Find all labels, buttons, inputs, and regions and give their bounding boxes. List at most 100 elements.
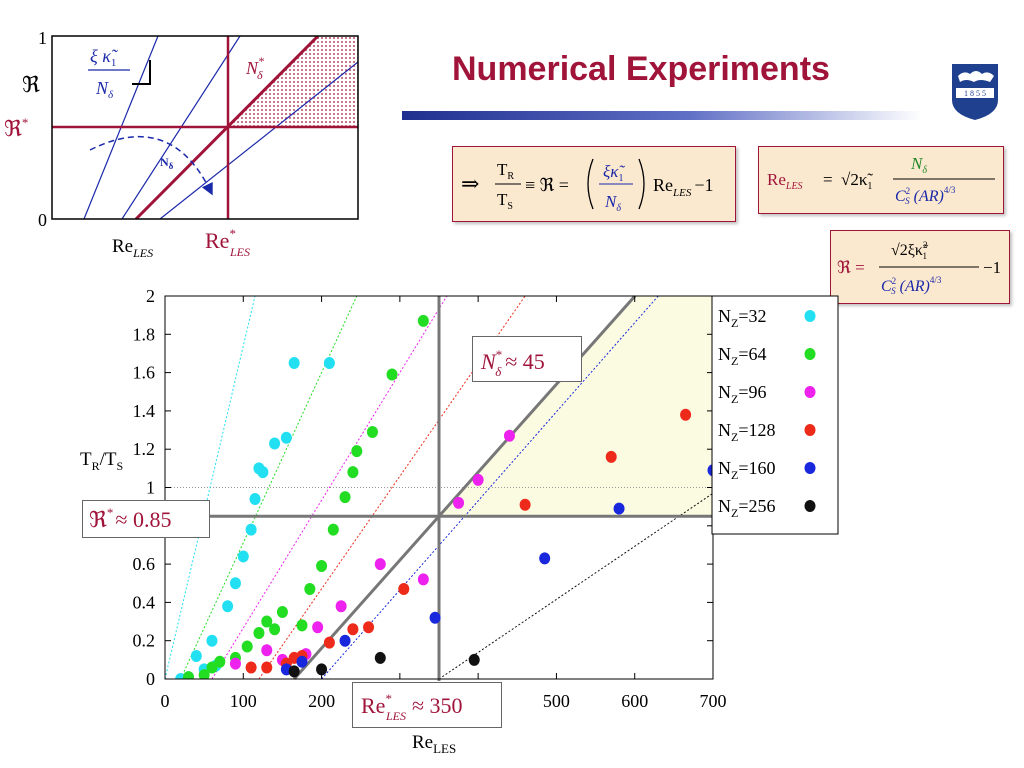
data-point-1-17 [366,425,378,438]
data-point-1-15 [347,466,359,479]
legend-label-2: NZ=96 [718,382,767,406]
schematic-y-top: 1 [38,28,47,48]
legend-marker-1 [804,348,816,360]
restar-callout: Re* LES ≈ 350 [352,682,502,728]
legend-marker-2 [804,386,816,398]
slide-title: Numerical Experiments [452,50,830,88]
data-point-5-3 [468,653,480,666]
svg-text:ℜ =: ℜ = [837,258,865,277]
schematic-diagram: 1 0 ℜ ℜ* ReLES Re* LES ξ κ̃1 Nδ N* δ Nδ [4,28,359,260]
legend-label-5: NZ=256 [718,496,776,520]
x-tick-label-5: 500 [543,691,570,711]
data-point-3-8 [398,582,410,595]
data-point-1-8 [269,623,281,636]
data-point-0-16 [323,357,335,370]
data-point-0-7 [229,577,241,590]
y-tick-label-1: 0.2 [133,631,156,651]
data-point-5-2 [374,651,386,664]
data-point-0-15 [288,357,300,370]
x-tick-label-2: 200 [308,691,335,711]
data-point-3-9 [519,498,531,511]
data-point-0-8 [237,550,249,563]
data-point-5-0 [288,665,300,678]
legend-marker-0 [804,310,816,322]
formula-ratio-box: ⇒ TR TS ≡ ℜ = ξκ̃1 Nδ ReLES −1 [452,146,736,222]
legend-label-4: NZ=160 [718,458,776,482]
rstar-callout: ℜ*≈ 0.85 [82,500,210,538]
data-point-4-1 [296,655,308,668]
data-point-1-7 [261,615,273,628]
title-rule [402,111,922,120]
data-point-2-9 [472,473,484,486]
data-point-0-9 [245,523,257,536]
legend-label-0: NZ=32 [718,306,767,330]
data-point-2-5 [335,600,347,613]
data-point-1-3 [214,655,226,668]
x-tick-label-0: 0 [161,691,170,711]
data-point-2-1 [261,644,273,657]
data-point-3-10 [605,450,617,463]
data-point-1-0 [182,671,194,679]
legend-box [711,295,839,535]
data-point-0-6 [222,600,234,613]
schematic-y-bottom: 0 [38,210,47,230]
svg-text:ReLES: ReLES [767,170,803,192]
svg-text:Nδ: Nδ [910,154,927,176]
nstar-callout: N* δ ≈ 45 [472,336,582,382]
data-point-1-12 [316,560,328,573]
data-point-1-14 [339,491,351,504]
svg-text:≡ ℜ =: ≡ ℜ = [525,175,569,195]
slope-denominator: Nδ [95,78,114,101]
data-point-1-5 [241,640,253,653]
y-tick-label-10: 2 [146,286,155,306]
data-point-2-6 [374,558,386,571]
svg-text:C2S(AR)4/3: C2 S (AR)4/3 [881,275,942,296]
data-point-1-10 [296,619,308,632]
svg-text:−1: −1 [983,258,1001,277]
x-tick-label-6: 600 [621,691,648,711]
data-point-1-19 [417,314,429,327]
data-point-1-11 [304,582,316,595]
arrow-label: Nδ [160,155,174,171]
fit-line-0 [165,296,256,679]
legend-label-1: NZ=64 [718,344,767,368]
svg-text:Nδ: Nδ [604,192,621,214]
data-point-3-7 [363,621,375,634]
y-tick-label-5: 1 [146,478,155,498]
svg-text:C2S(AR)4/3: C2 S (AR)4/3 [895,185,956,206]
x-tick-label-7: 700 [700,691,727,711]
data-point-4-3 [429,611,441,624]
formula-r-box: ℜ = √2ξκ̃2 1 C2 S (AR)4/3 −1 [830,230,1010,304]
svg-text:√2κ̃1: √2κ̃1 [841,170,873,192]
data-point-2-0 [229,657,241,670]
x-axis-label: ReLES [412,732,456,756]
data-point-3-11 [680,408,692,421]
legend-marker-3 [804,424,816,436]
feasible-region [228,36,358,127]
data-point-3-5 [323,636,335,649]
data-point-0-2 [190,650,202,663]
data-point-0-13 [269,437,281,450]
svg-text:TS: TS [497,190,513,212]
legend-marker-5 [804,500,816,512]
y-tick-label-3: 0.6 [133,554,156,574]
svg-text:N*δ≈ 45: N* δ ≈ 45 [480,347,545,379]
data-point-2-7 [417,573,429,586]
feasible-region-shade [439,296,713,517]
data-point-1-6 [253,627,265,640]
data-point-1-1 [198,669,210,679]
university-seal-icon: 1 8 5 5 [952,64,998,120]
y-tick-label-8: 1.6 [133,363,156,383]
data-point-1-16 [351,445,363,458]
y-axis-label: TR/TS [80,449,123,473]
schematic-restar-label: Re* LES [205,226,250,259]
schematic-x-label: ReLES [112,236,153,260]
svg-text:ReLES−1: ReLES −1 [653,175,714,199]
seal-year: 1 8 5 5 [964,89,986,98]
data-point-1-18 [386,368,398,381]
y-tick-label-2: 0.4 [133,592,156,612]
svg-text:ℜ*≈ 0.85: ℜ*≈ 0.85 [89,505,172,532]
data-point-0-10 [249,492,261,505]
data-point-4-5 [613,502,625,515]
fit-line-4 [321,296,659,679]
